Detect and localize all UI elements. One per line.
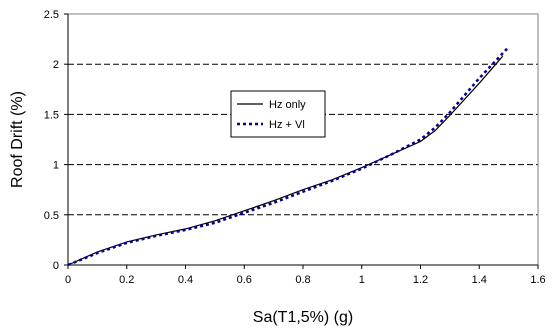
legend-label-hz-only: Hz only — [269, 99, 306, 111]
y-tick-label: 0.5 — [44, 210, 59, 222]
y-tick-label: 1.5 — [44, 109, 59, 121]
x-tick-label: 1.2 — [413, 274, 428, 286]
y-tick-label: 2 — [53, 59, 59, 71]
x-tick-labels: 0 0.2 0.4 0.6 0.8 1 1.2 1.4 1.6 — [65, 274, 546, 286]
x-tick-label: 0.6 — [237, 274, 252, 286]
legend-label-hz-vl: Hz + Vl — [269, 119, 305, 131]
legend: Hz only Hz + Vl — [230, 90, 326, 138]
y-tick-labels: 0 0.5 1 1.5 2 2.5 — [44, 9, 59, 272]
plot-area-frame — [67, 13, 539, 266]
x-tick-label: 0.2 — [119, 274, 134, 286]
x-tick-label: 1.6 — [530, 274, 545, 286]
y-tick-label: 0 — [53, 260, 59, 272]
series-line-hz-vl — [67, 46, 510, 267]
series-lines — [67, 46, 510, 267]
x-tick-label: 0.8 — [295, 274, 310, 286]
y-tick-label: 1 — [53, 160, 59, 172]
x-axis-title: Sa(T1,5%) (g) — [253, 309, 353, 326]
y-axis-title: Roof Drift (%) — [9, 91, 26, 188]
x-tick-label: 1 — [359, 274, 365, 286]
x-tick-label: 0 — [65, 274, 71, 286]
x-tick-label: 0.4 — [178, 274, 193, 286]
legend-box — [230, 90, 326, 138]
axes — [64, 13, 539, 269]
y-tick-label: 2.5 — [44, 9, 59, 21]
series-line-hz-only — [67, 55, 504, 266]
x-tick-label: 1.4 — [472, 274, 487, 286]
